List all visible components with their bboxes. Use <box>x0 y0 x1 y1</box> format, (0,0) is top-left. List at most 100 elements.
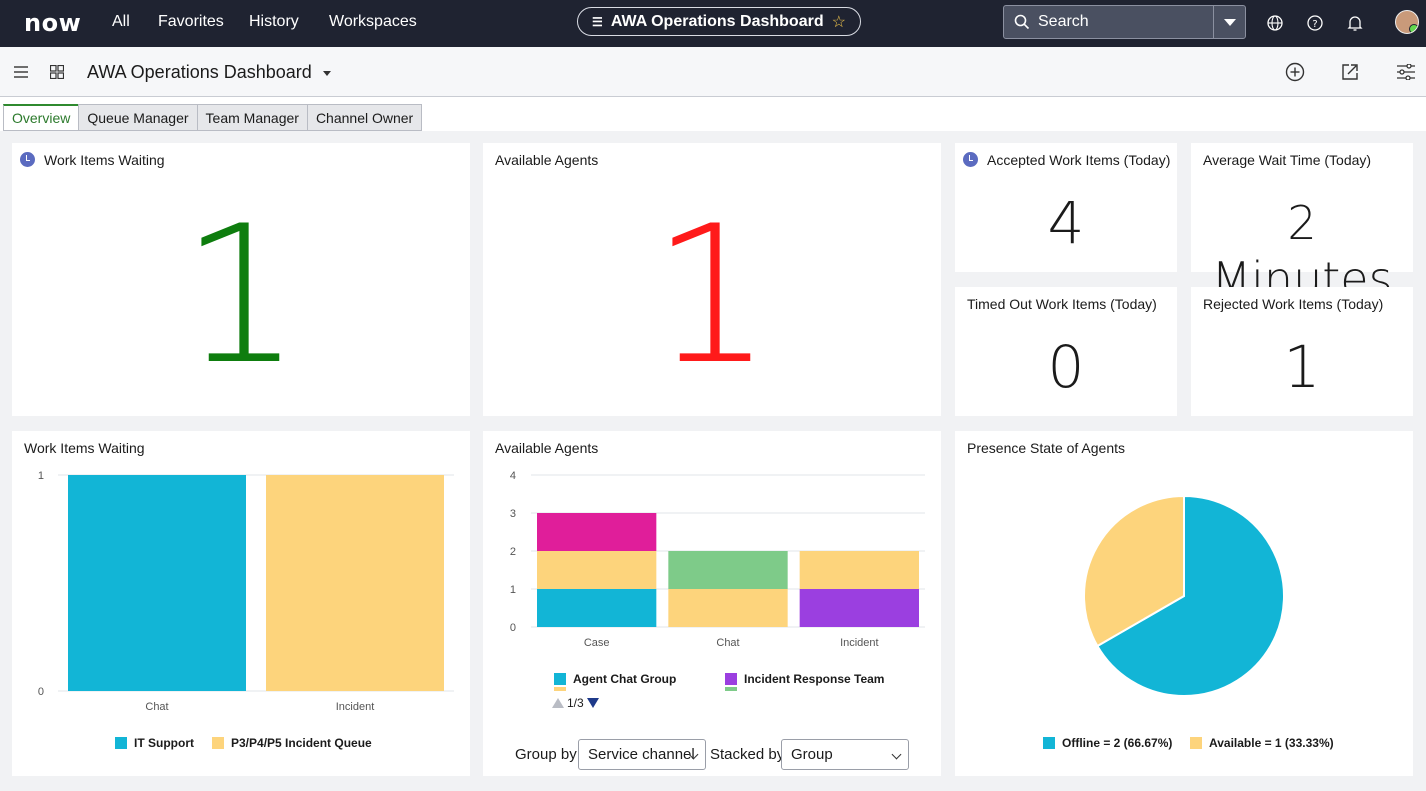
kpi-value: 1 <box>1283 333 1321 401</box>
stacked-by-value: Group <box>791 746 833 763</box>
chart-card-presence-state: Presence State of Agents Offline = 2 (66… <box>955 431 1413 776</box>
filter-settings-icon[interactable] <box>1397 64 1415 80</box>
kpi-title: Work Items Waiting <box>44 152 165 168</box>
user-avatar[interactable] <box>1395 10 1419 34</box>
dashboard-switch-chevron-down-icon[interactable] <box>323 71 331 76</box>
legend-swatch <box>725 673 737 685</box>
y-tick-label: 0 <box>510 622 516 634</box>
legend-swatch <box>1043 737 1055 749</box>
work-items-waiting-bar-chart: 0 1 Chat Incident <box>38 470 454 713</box>
dashboard-context-title: AWA Operations Dashboard <box>610 12 824 30</box>
pie-slice <box>1096 494 1285 697</box>
pie-slice <box>1083 494 1185 648</box>
bar-segment <box>668 589 788 627</box>
available-agents-stacked-bar-chart: 0 1 2 3 4 Case Chat Incident <box>510 470 925 649</box>
nav-all[interactable]: All <box>112 13 130 30</box>
nav-workspaces[interactable]: Workspaces <box>329 13 417 30</box>
nav-favorites[interactable]: Favorites <box>158 13 224 30</box>
legend-label: Offline = 2 (66.67%) <box>1062 736 1173 750</box>
top-navigation-bar: now All Favorites History Workspaces ☰ A… <box>0 0 1426 47</box>
x-tick-label: Chat <box>145 701 168 713</box>
legend-label: IT Support <box>134 736 194 750</box>
legend-swatch <box>1190 737 1202 749</box>
search-input[interactable]: Search <box>1038 13 1089 30</box>
hamburger-menu-icon[interactable] <box>14 66 28 78</box>
tab-team-manager[interactable]: Team Manager <box>196 104 308 131</box>
y-tick-label: 4 <box>510 470 516 482</box>
clock-icon <box>20 152 35 167</box>
bar-segment <box>537 551 657 589</box>
legend-item[interactable]: Incident Response Team <box>725 672 884 686</box>
legend-label: P3/P4/P5 Incident Queue <box>231 736 372 750</box>
chart-title: Available Agents <box>495 440 599 456</box>
x-tick-label: Chat <box>716 637 739 649</box>
presence-state-pie-chart <box>1083 494 1285 697</box>
grid-view-icon[interactable] <box>50 65 64 79</box>
y-tick-label: 2 <box>510 546 516 558</box>
kpi-card-rejected-work-items[interactable]: Rejected Work Items (Today) 1 <box>1191 287 1413 416</box>
bar <box>68 475 246 691</box>
legend-label: Incident Response Team <box>744 672 885 686</box>
tab-overview[interactable]: Overview <box>3 104 80 131</box>
clock-icon <box>963 152 978 167</box>
svg-text:?: ? <box>1312 19 1317 30</box>
nav-history[interactable]: History <box>249 13 299 30</box>
legend-swatch <box>212 737 224 749</box>
notification-bell-icon[interactable] <box>1346 14 1364 32</box>
servicenow-logo[interactable]: now <box>24 9 81 37</box>
tab-channel-owner[interactable]: Channel Owner <box>306 104 423 131</box>
bar-segment <box>799 589 919 627</box>
legend-label: Agent Chat Group <box>573 672 677 686</box>
kpi-card-available-agents[interactable]: Available Agents 1 <box>483 143 941 416</box>
group-by-value: Service channel <box>588 746 695 763</box>
legend-swatch <box>554 687 566 691</box>
kpi-value: 0 <box>1047 333 1085 401</box>
list-icon: ☰ <box>592 14 603 29</box>
chart-title: Presence State of Agents <box>967 440 1125 456</box>
legend-prev-triangle-icon[interactable] <box>552 698 564 708</box>
kpi-card-average-wait-time[interactable]: Average Wait Time (Today) 2 Minutes <box>1191 143 1413 306</box>
dashboard-title[interactable]: AWA Operations Dashboard <box>87 62 312 82</box>
dashboard-header: AWA Operations Dashboard <box>0 47 1426 97</box>
search-divider <box>1213 6 1214 38</box>
y-tick-label: 0 <box>38 686 44 698</box>
legend-item[interactable]: P3/P4/P5 Incident Queue <box>212 736 372 750</box>
kpi-title: Rejected Work Items (Today) <box>1203 296 1384 312</box>
add-widget-icon[interactable] <box>1285 62 1305 82</box>
kpi-card-work-items-waiting[interactable]: Work Items Waiting 1 <box>12 143 470 416</box>
legend-item[interactable]: Agent Chat Group <box>554 672 676 686</box>
legend-swatch <box>115 737 127 749</box>
bar-segment <box>537 513 657 551</box>
stacked-by-select[interactable]: Group <box>781 739 909 770</box>
dashboard-context-pill[interactable]: ☰ AWA Operations Dashboard ☆ <box>577 7 861 36</box>
search-icon <box>1014 14 1030 30</box>
x-tick-label: Incident <box>840 637 879 649</box>
tab-queue-manager[interactable]: Queue Manager <box>78 104 198 131</box>
bar-segment <box>537 589 657 627</box>
legend-item[interactable]: Available = 1 (33.33%) <box>1190 736 1334 750</box>
kpi-card-accepted-work-items[interactable]: Accepted Work Items (Today) 4 <box>955 143 1177 272</box>
help-icon[interactable]: ? <box>1306 14 1324 32</box>
kpi-title: Available Agents <box>495 152 599 168</box>
legend-item[interactable]: Offline = 2 (66.67%) <box>1043 736 1172 750</box>
bar <box>266 475 444 691</box>
legend-label: Available = 1 (33.33%) <box>1209 736 1334 750</box>
group-by-select[interactable]: Service channel <box>578 739 706 770</box>
legend-next-triangle-icon[interactable] <box>586 698 599 708</box>
group-by-label: Group by <box>515 746 577 763</box>
logo-text: now <box>24 9 82 37</box>
globe-icon[interactable] <box>1266 14 1284 32</box>
chart-card-work-items-waiting: Work Items Waiting 0 1 Chat Incident IT Sup… <box>12 431 470 776</box>
kpi-title: Average Wait Time (Today) <box>1203 152 1372 168</box>
kpi-value: 1 <box>651 185 773 406</box>
legend-page-indicator: 1/3 <box>567 696 584 710</box>
chevron-down-icon <box>891 749 902 760</box>
kpi-title: Timed Out Work Items (Today) <box>967 296 1157 312</box>
kpi-card-timed-out-work-items[interactable]: Timed Out Work Items (Today) 0 <box>955 287 1177 416</box>
share-icon[interactable] <box>1341 63 1359 81</box>
legend-item[interactable]: IT Support <box>115 736 194 750</box>
global-search[interactable]: Search <box>1003 5 1246 39</box>
star-icon[interactable]: ☆ <box>831 13 846 31</box>
search-scope-dropdown-icon[interactable] <box>1224 19 1236 26</box>
legend-swatch <box>725 687 737 691</box>
